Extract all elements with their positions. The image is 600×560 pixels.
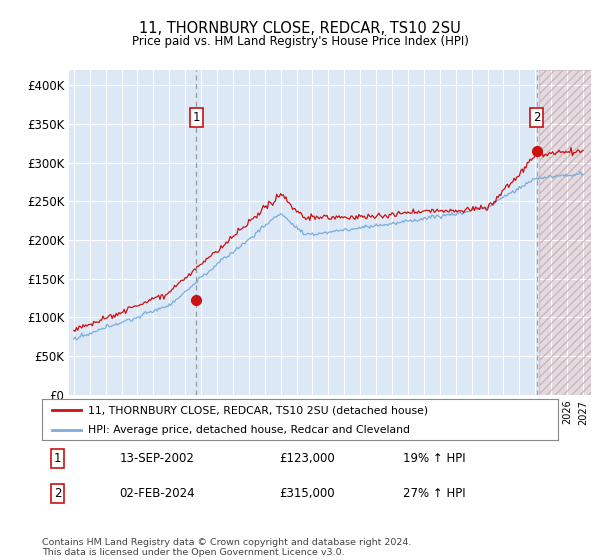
- Text: £123,000: £123,000: [280, 451, 335, 465]
- Text: 02-FEB-2024: 02-FEB-2024: [119, 487, 195, 500]
- Text: Contains HM Land Registry data © Crown copyright and database right 2024.
This d: Contains HM Land Registry data © Crown c…: [42, 538, 412, 557]
- Text: 19% ↑ HPI: 19% ↑ HPI: [403, 451, 466, 465]
- Text: HPI: Average price, detached house, Redcar and Cleveland: HPI: Average price, detached house, Redc…: [88, 424, 410, 435]
- Text: 27% ↑ HPI: 27% ↑ HPI: [403, 487, 466, 500]
- Text: 1: 1: [193, 111, 200, 124]
- Text: 11, THORNBURY CLOSE, REDCAR, TS10 2SU (detached house): 11, THORNBURY CLOSE, REDCAR, TS10 2SU (d…: [88, 405, 428, 415]
- Text: 2: 2: [533, 111, 541, 124]
- Text: 11, THORNBURY CLOSE, REDCAR, TS10 2SU: 11, THORNBURY CLOSE, REDCAR, TS10 2SU: [139, 21, 461, 36]
- Text: 1: 1: [54, 451, 61, 465]
- Text: 13-SEP-2002: 13-SEP-2002: [119, 451, 194, 465]
- Text: £315,000: £315,000: [280, 487, 335, 500]
- Text: 2: 2: [54, 487, 61, 500]
- Bar: [539, 70, 591, 395]
- Bar: [539, 70, 591, 395]
- Text: Price paid vs. HM Land Registry's House Price Index (HPI): Price paid vs. HM Land Registry's House …: [131, 35, 469, 48]
